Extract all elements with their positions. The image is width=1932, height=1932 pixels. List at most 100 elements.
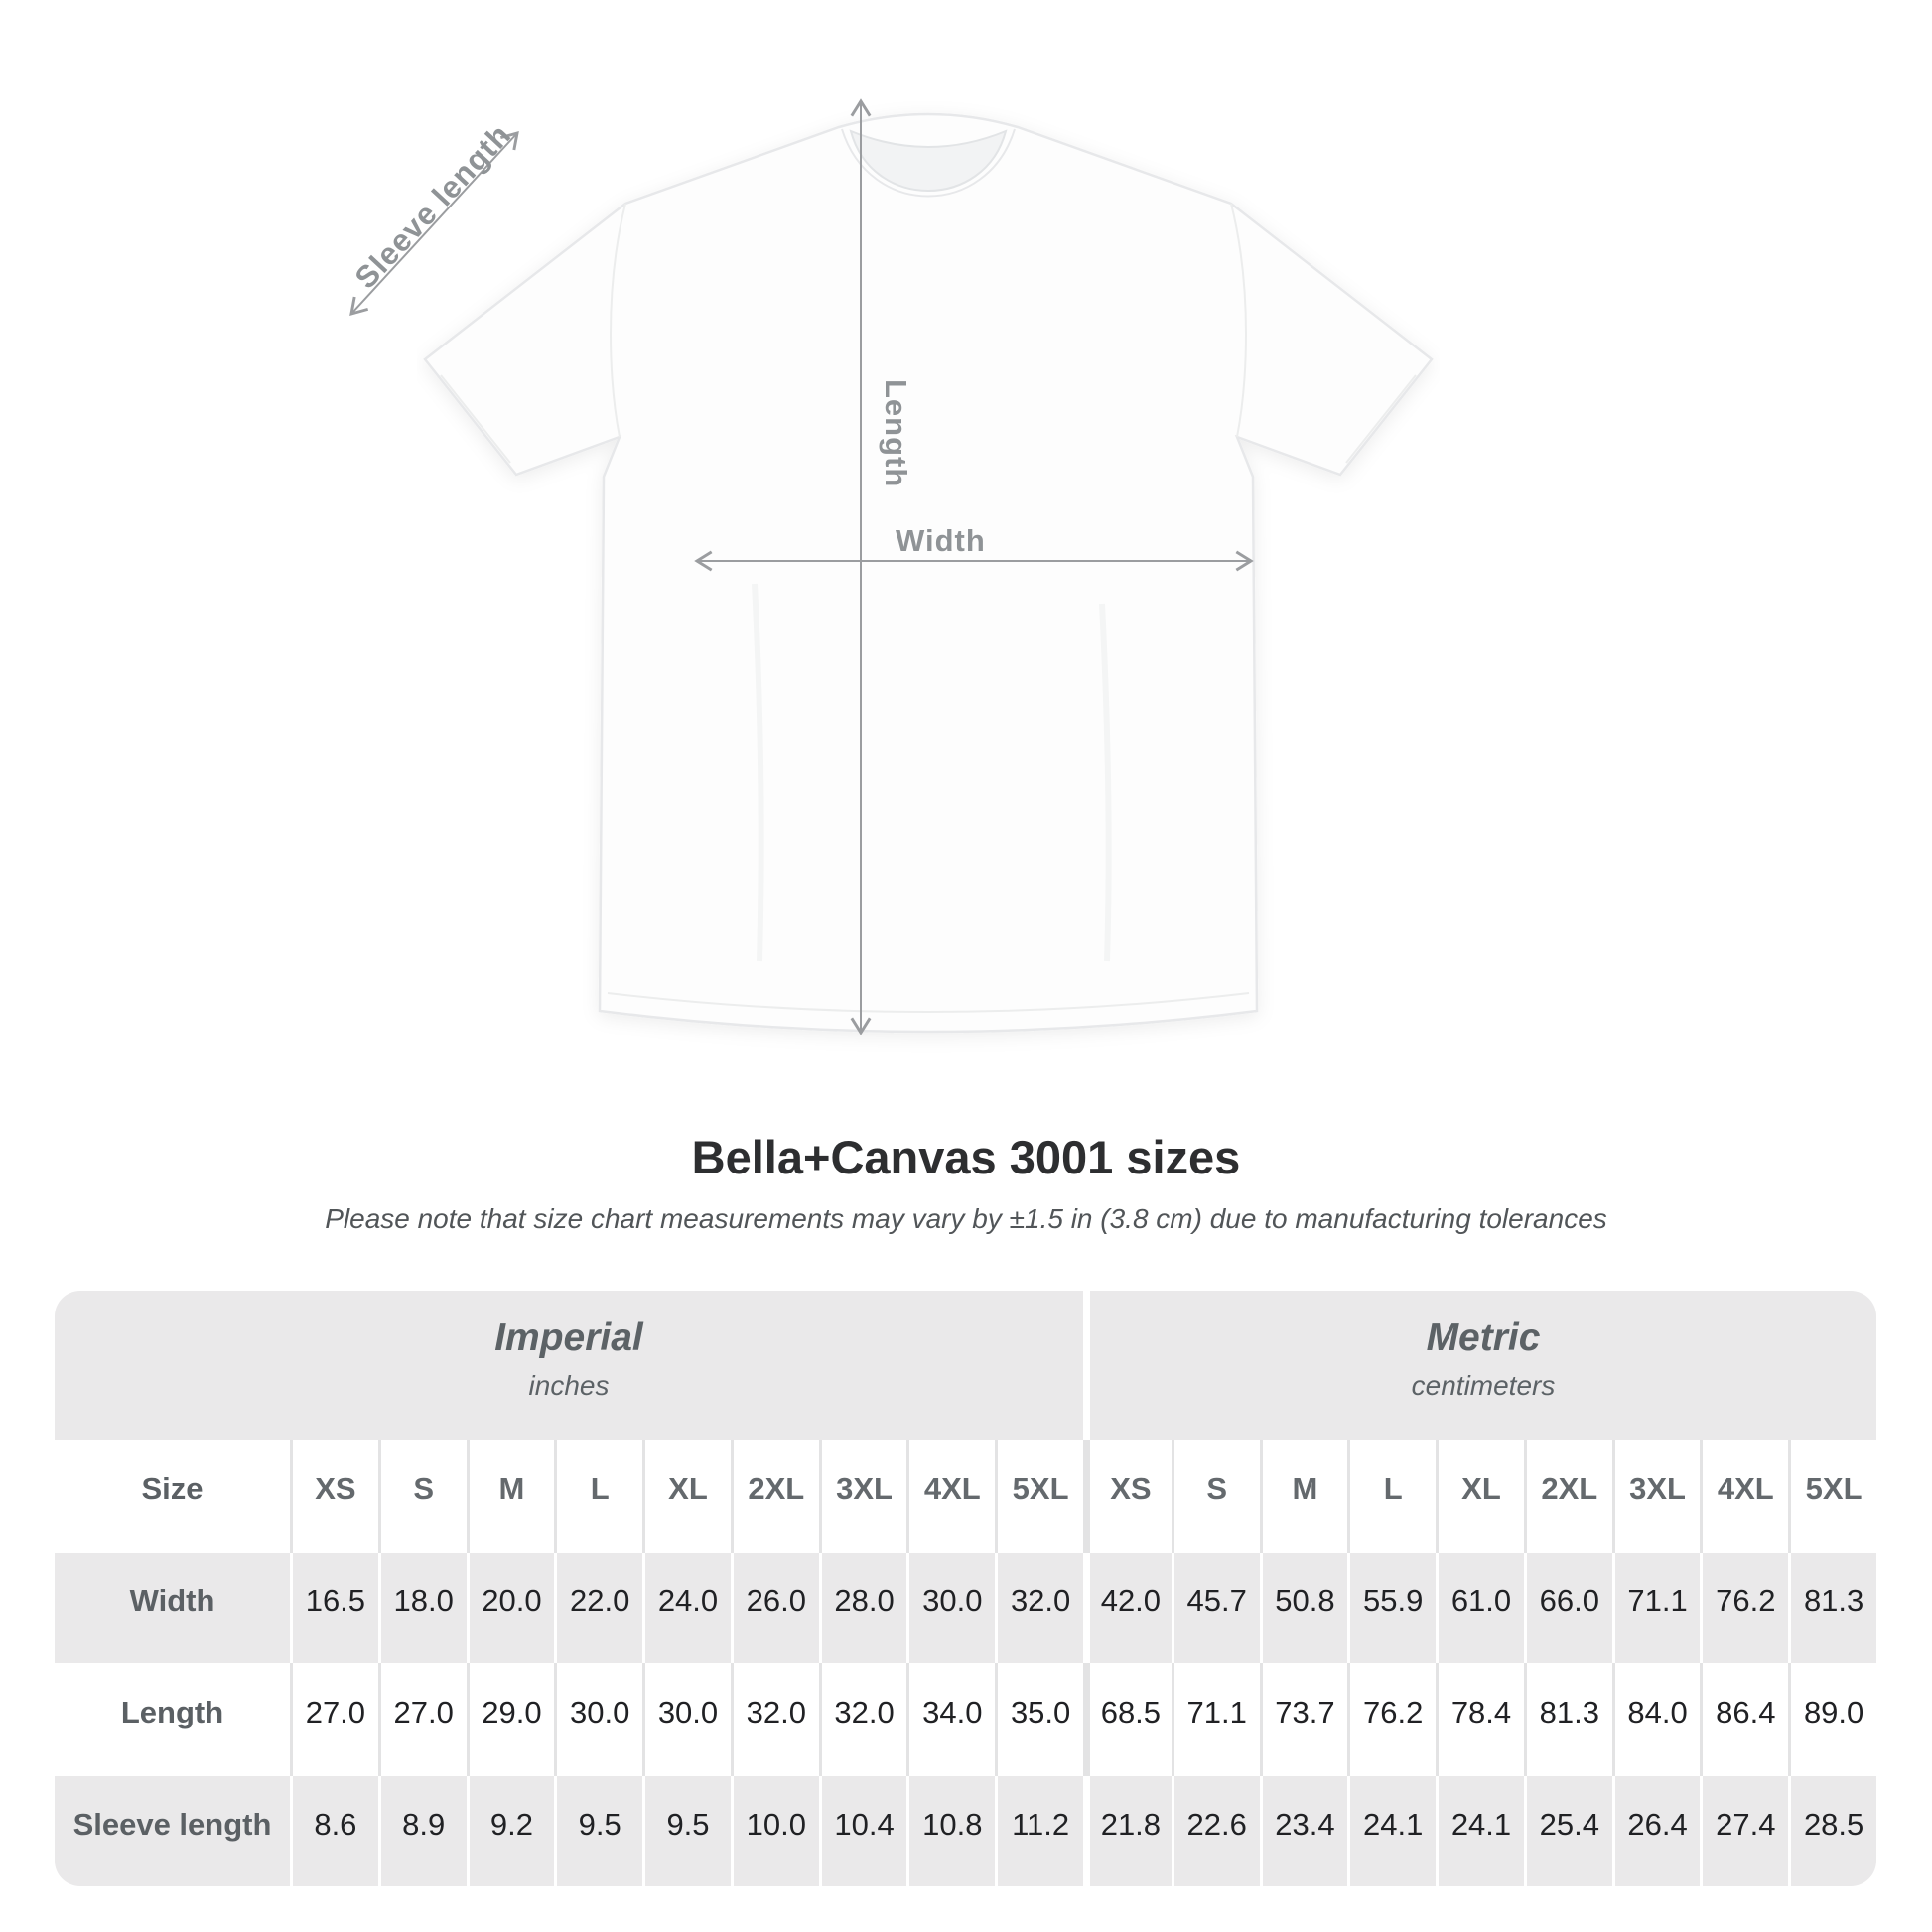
imperial-header-unit: inches — [528, 1370, 610, 1401]
tshirt-fold-line — [1099, 603, 1112, 962]
tshirt-body-shape — [423, 112, 1434, 1034]
tshirt-illustration — [423, 112, 1434, 1034]
value-cell: 81.3 — [1523, 1663, 1612, 1776]
value-cell: 9.2 — [466, 1776, 555, 1886]
value-cell: 71.1 — [1171, 1663, 1260, 1776]
value-cell: 42.0 — [1083, 1553, 1172, 1663]
value-cell: 76.2 — [1700, 1553, 1788, 1663]
size-header-metric-5xl: 5XL — [1788, 1440, 1876, 1553]
row-label-sleeve-length: Sleeve length — [72, 1806, 272, 1842]
tshirt-hem-seam — [607, 992, 1250, 1013]
size-header-metric-s: S — [1171, 1440, 1260, 1553]
value-cell: 24.1 — [1436, 1776, 1524, 1886]
value-cell: 32.0 — [995, 1553, 1083, 1663]
size-header-metric-4xl: 4XL — [1700, 1440, 1788, 1553]
size-header-metric-3xl: 3XL — [1611, 1440, 1701, 1553]
value-cell: 24.0 — [642, 1553, 731, 1663]
value-cell: 78.4 — [1436, 1663, 1524, 1776]
value-cell: 9.5 — [554, 1776, 642, 1886]
value-cell: 61.0 — [1436, 1553, 1524, 1663]
table-size-row: Size XS S M L XL 2XL 3XL 4XL 5XL XS S M L XL 2XL 3XL 4XL… — [55, 1440, 1876, 1553]
value-cell: 76.2 — [1347, 1663, 1436, 1776]
metric-header-unit: centimeters — [1411, 1370, 1556, 1401]
table-row-sleeve-length: Sleeve length 8.6 8.9 9.2 9.5 9.5 10.0 10.4 10.… — [55, 1776, 1876, 1886]
value-cell: 22.6 — [1171, 1776, 1260, 1886]
tshirt-collar-opening — [849, 129, 1008, 192]
tshirt-fold-line — [752, 583, 764, 962]
value-cell: 25.4 — [1523, 1776, 1612, 1886]
value-cell: 21.8 — [1083, 1776, 1172, 1886]
metric-header: Metric centimeters — [1083, 1291, 1876, 1440]
value-cell: 66.0 — [1523, 1553, 1612, 1663]
page-title: Bella+Canvas 3001 sizes — [691, 1131, 1241, 1183]
value-cell: 10.0 — [730, 1776, 819, 1886]
size-header-imperial-xs: XS — [290, 1440, 378, 1553]
table-row-width: Width 16.5 18.0 20.0 22.0 24.0 26.0 28.0 30.0 32… — [55, 1553, 1876, 1663]
value-cell: 22.0 — [554, 1553, 642, 1663]
size-header-imperial-3xl: 3XL — [818, 1440, 907, 1553]
value-cell: 81.3 — [1788, 1553, 1876, 1663]
size-header-imperial-4xl: 4XL — [906, 1440, 995, 1553]
value-cell: 10.4 — [818, 1776, 907, 1886]
value-cell: 16.5 — [290, 1553, 378, 1663]
value-cell: 35.0 — [995, 1663, 1083, 1776]
value-cell: 89.0 — [1788, 1663, 1876, 1776]
width-label: Width — [896, 523, 986, 558]
size-header-metric-xl: XL — [1436, 1440, 1524, 1553]
size-header-metric-2xl: 2XL — [1523, 1440, 1612, 1553]
size-header-imperial-xl: XL — [642, 1440, 731, 1553]
value-cell: 30.0 — [554, 1663, 642, 1776]
size-header-imperial-m: M — [466, 1440, 555, 1553]
row-label-width: Width — [129, 1583, 215, 1618]
tshirt-cuff-seam-right — [1345, 374, 1417, 464]
value-cell: 10.8 — [906, 1776, 995, 1886]
value-cell: 28.5 — [1788, 1776, 1876, 1886]
value-cell: 73.7 — [1259, 1663, 1348, 1776]
value-cell: 30.0 — [906, 1553, 995, 1663]
value-cell: 86.4 — [1700, 1663, 1788, 1776]
value-cell: 8.6 — [290, 1776, 378, 1886]
value-cell: 23.4 — [1259, 1776, 1348, 1886]
size-column-header: Size — [141, 1471, 204, 1506]
value-cell: 20.0 — [466, 1553, 555, 1663]
value-cell: 29.0 — [466, 1663, 555, 1776]
value-cell: 71.1 — [1611, 1553, 1701, 1663]
size-table: Imperial inches Metric centimeters Size … — [55, 1291, 1876, 1886]
tshirt-cuff-seam-left — [440, 374, 511, 464]
value-cell: 45.7 — [1171, 1553, 1260, 1663]
value-cell: 27.0 — [290, 1663, 378, 1776]
value-cell: 55.9 — [1347, 1553, 1436, 1663]
value-cell: 68.5 — [1083, 1663, 1172, 1776]
value-cell: 50.8 — [1259, 1553, 1348, 1663]
size-header-metric-m: M — [1259, 1440, 1348, 1553]
unit-header-row: Imperial inches Metric centimeters — [55, 1291, 1876, 1440]
value-cell: 34.0 — [906, 1663, 995, 1776]
value-cell: 27.4 — [1700, 1776, 1788, 1886]
size-header-metric-l: L — [1347, 1440, 1436, 1553]
value-cell: 32.0 — [730, 1663, 819, 1776]
value-cell: 18.0 — [377, 1553, 467, 1663]
value-cell: 30.0 — [642, 1663, 731, 1776]
value-cell: 84.0 — [1611, 1663, 1701, 1776]
value-cell: 28.0 — [818, 1553, 907, 1663]
tolerance-note: Please note that size chart measurements… — [325, 1203, 1607, 1234]
imperial-header-name: Imperial — [494, 1316, 643, 1359]
value-cell: 27.0 — [377, 1663, 467, 1776]
imperial-header: Imperial inches — [55, 1291, 1083, 1440]
value-cell: 26.4 — [1611, 1776, 1701, 1886]
row-label-length: Length — [120, 1695, 224, 1729]
metric-header-name: Metric — [1426, 1316, 1541, 1359]
tshirt-armhole-seam-left — [610, 203, 626, 438]
value-cell: 24.1 — [1347, 1776, 1436, 1886]
value-cell: 9.5 — [642, 1776, 731, 1886]
table-row-length: Length 27.0 27.0 29.0 30.0 30.0 32.0 32.0 34.0 3… — [55, 1663, 1876, 1776]
size-header-metric-xs: XS — [1083, 1440, 1172, 1553]
size-header-imperial-2xl: 2XL — [730, 1440, 819, 1553]
value-cell: 26.0 — [730, 1553, 819, 1663]
tshirt-armhole-seam-right — [1230, 203, 1247, 438]
size-header-imperial-s: S — [377, 1440, 467, 1553]
length-label: Length — [879, 379, 913, 488]
value-cell: 11.2 — [995, 1776, 1083, 1886]
size-header-imperial-5xl: 5XL — [995, 1440, 1083, 1553]
